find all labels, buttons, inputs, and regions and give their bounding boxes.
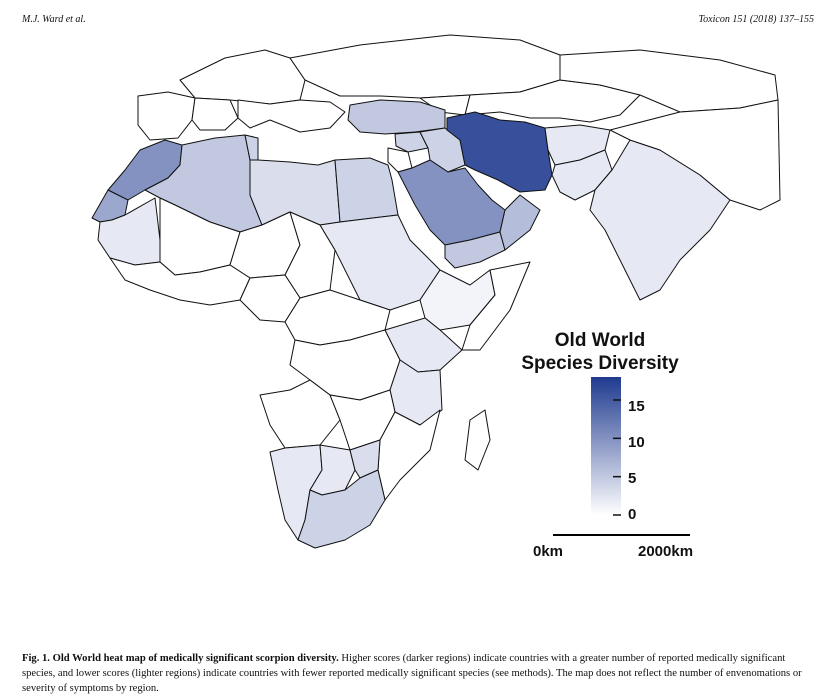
region-turkey (347, 99, 446, 135)
region-france (191, 97, 239, 131)
region-europe-east (289, 34, 561, 99)
legend-tick-label: 5 (628, 470, 637, 487)
region-somalia (461, 261, 531, 351)
legend-tick-label: 15 (628, 398, 645, 415)
region-egypt (334, 157, 399, 223)
region-south-africa (297, 469, 386, 549)
scale-bar-end-label: 2000km (638, 543, 694, 560)
running-header-authors: M.J. Ward et al. (22, 14, 86, 25)
legend-tick-label: 10 (628, 434, 645, 451)
region-syria (394, 131, 429, 153)
region-china-south (609, 99, 781, 211)
running-header-journal: Toxicon 151 (2018) 137–155 (698, 14, 814, 25)
caption-label: Fig. 1. (22, 653, 50, 664)
legend-color-bar (591, 377, 621, 515)
region-iberia (137, 91, 196, 141)
region-saudi-arabia (397, 159, 506, 246)
region-europe-north (179, 49, 306, 105)
region-italy-balkans (237, 99, 346, 133)
caption-text: Higher scores (darker regions) indicate … (22, 653, 802, 694)
legend-title-line1: Old World (554, 330, 646, 351)
legend-title-line2: Species Diversity (521, 353, 679, 374)
region-central-asia (464, 79, 641, 123)
region-oman (499, 194, 541, 251)
legend-tick-label: 0 (628, 506, 637, 523)
figure-caption: Fig. 1. Old World heat map of medically … (22, 651, 818, 696)
region-yemen (444, 231, 506, 269)
caption-title: Old World heat map of medically signific… (52, 653, 339, 664)
scale-bar-start-label: 0km (533, 543, 564, 560)
region-iran (446, 111, 553, 193)
region-madagascar (464, 409, 491, 471)
